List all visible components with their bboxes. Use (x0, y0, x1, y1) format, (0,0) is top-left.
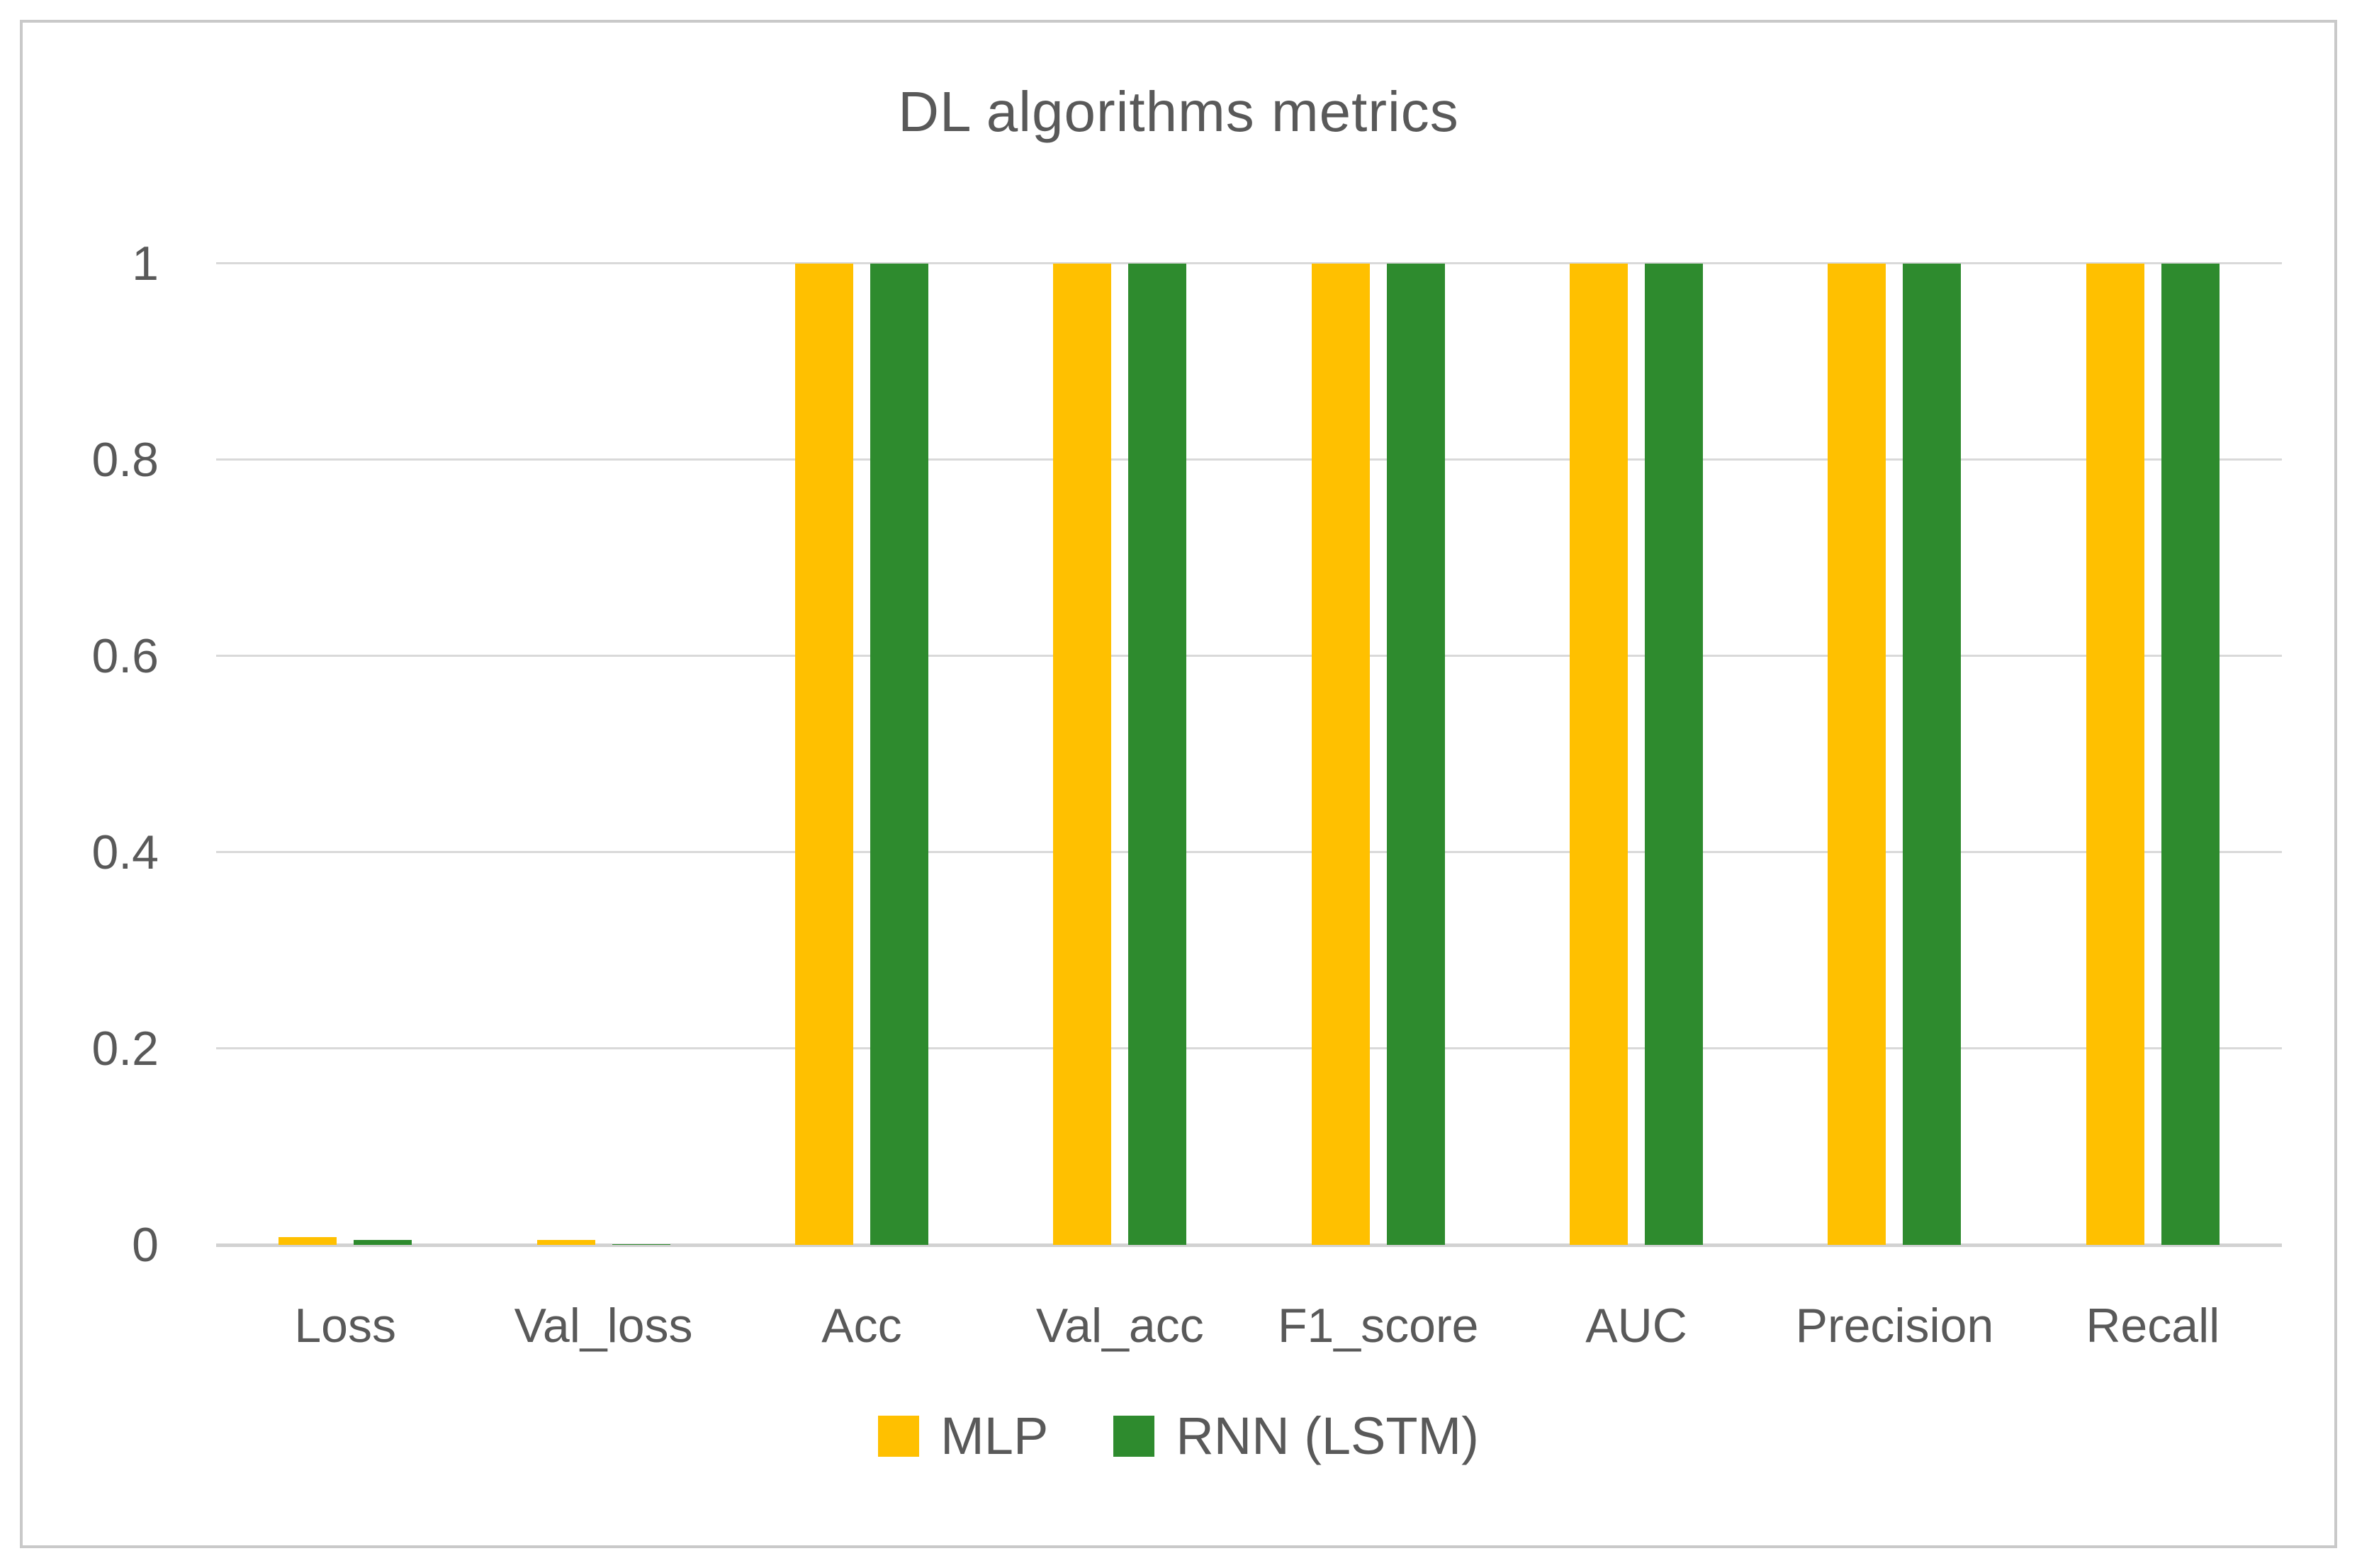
bar-mlp-loss (279, 1236, 337, 1245)
y-tick-label: 0 (132, 1218, 159, 1272)
x-tick-label-f1_score: F1_score (1277, 1299, 1479, 1353)
bar-rnn-lstm--precision (1903, 264, 1962, 1245)
x-axis-line (216, 1243, 2282, 1247)
bar-group-recall (2024, 264, 2282, 1245)
legend-label: RNN (LSTM) (1176, 1406, 1479, 1465)
x-tick-label-loss: Loss (294, 1299, 396, 1353)
bar-group-val_loss (474, 264, 732, 1245)
y-tick-label: 0.2 (91, 1022, 159, 1076)
bar-mlp-val_loss (536, 1240, 595, 1245)
bar-mlp-precision (1828, 264, 1886, 1245)
bar-mlp-val_acc (1053, 264, 1112, 1245)
bar-group-loss (216, 264, 474, 1245)
x-axis-category-labels: Loss Val_loss Acc Val_acc F1_score AUC Precisi… (216, 1294, 2282, 1358)
legend-swatch-icon (878, 1416, 920, 1457)
bar-group-f1_score (1249, 264, 1507, 1245)
legend: MLP RNN (LSTM) (0, 1404, 2357, 1468)
y-axis-tick-labels: 0 0.2 0.4 0.6 0.8 1 (0, 239, 159, 1269)
x-tick-label-auc: AUC (1585, 1299, 1687, 1353)
y-tick-label: 0.6 (91, 629, 159, 683)
legend-item-mlp: MLP (878, 1404, 1048, 1468)
bar-rnn-lstm--loss (354, 1240, 412, 1245)
bar-rnn-lstm--f1_score (1386, 264, 1445, 1245)
x-tick-label-precision: Precision (1795, 1299, 1994, 1353)
legend-label: MLP (940, 1406, 1049, 1465)
gridline (216, 655, 2282, 657)
gridline (216, 262, 2282, 264)
bar-rnn-lstm--recall (2161, 264, 2220, 1245)
bar-group-precision (1765, 264, 2023, 1245)
bar-group-acc (733, 264, 991, 1245)
plot-area (216, 262, 2282, 1247)
y-tick-label: 0.4 (91, 825, 159, 879)
bar-mlp-acc (794, 264, 853, 1245)
bar-group-val_acc (991, 264, 1249, 1245)
bar-mlp-recall (2086, 264, 2144, 1245)
x-tick-label-val_loss: Val_loss (514, 1299, 693, 1353)
gridline (216, 1047, 2282, 1049)
chart-title: DL algorithms metrics (898, 80, 1459, 143)
x-tick-label-val_acc: Val_acc (1035, 1299, 1204, 1353)
gridline (216, 458, 2282, 461)
bar-rnn-lstm--auc (1645, 264, 1704, 1245)
bar-rnn-lstm--val_acc (1128, 264, 1187, 1245)
bar-rnn-lstm--acc (870, 264, 928, 1245)
x-tick-label-recall: Recall (2086, 1299, 2220, 1353)
bar-mlp-auc (1570, 264, 1628, 1245)
bar-rnn-lstm--val_loss (612, 1243, 670, 1245)
gridline (216, 851, 2282, 853)
bar-groups (216, 264, 2282, 1245)
x-tick-label-acc: Acc (821, 1299, 902, 1353)
legend-item-rnn-lstm-: RNN (LSTM) (1113, 1404, 1479, 1468)
y-tick-label: 0.8 (91, 433, 159, 487)
legend-swatch-icon (1113, 1416, 1155, 1457)
y-tick-label: 1 (132, 237, 159, 291)
bar-group-auc (1507, 264, 1765, 1245)
bar-mlp-f1_score (1311, 264, 1370, 1245)
